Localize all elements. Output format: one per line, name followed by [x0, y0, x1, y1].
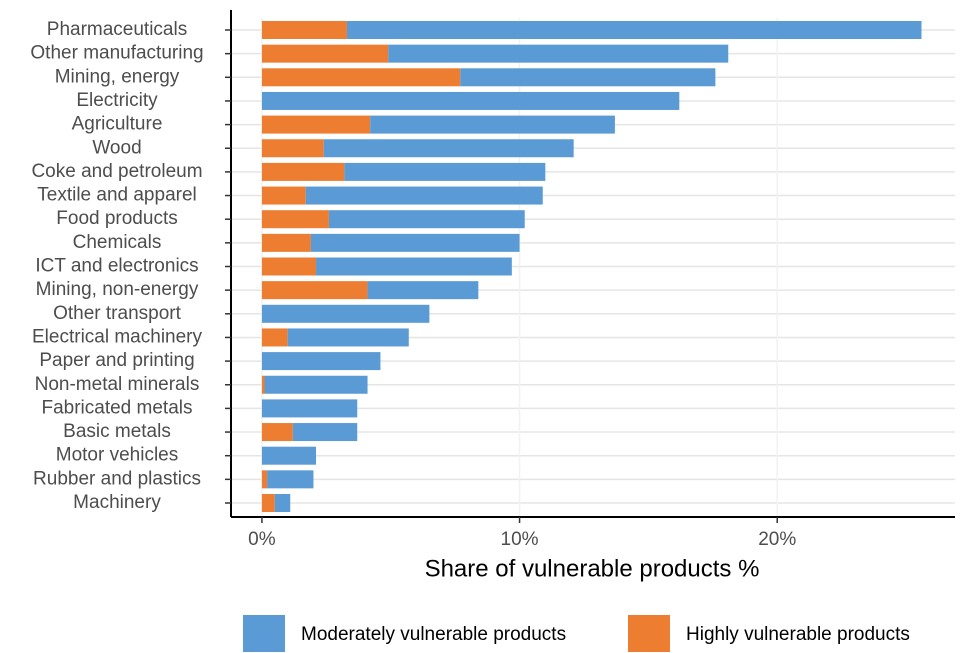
y-tick-label: Textile and apparel	[37, 185, 197, 206]
bar	[261, 446, 317, 465]
y-tick-label: Rubber and plastics	[33, 468, 201, 489]
y-tick-label: Machinery	[73, 492, 161, 513]
bar	[323, 139, 574, 158]
y-tick-label: ICT and electronics	[35, 256, 198, 277]
bar	[316, 257, 512, 276]
bar	[310, 233, 520, 252]
y-tick-label: Paper and printing	[39, 350, 194, 371]
x-tick-label: 20%	[758, 529, 796, 550]
bar	[261, 257, 317, 276]
legend-swatch	[628, 615, 670, 652]
bar	[261, 91, 680, 110]
bar	[261, 423, 293, 442]
bar	[261, 210, 329, 229]
bar	[261, 494, 275, 512]
y-tick-label: Chemicals	[73, 232, 162, 253]
bar	[460, 68, 716, 87]
y-tick-label: Electrical machinery	[32, 326, 202, 347]
y-tick-label: Pharmaceuticals	[47, 19, 187, 40]
legend-label: Highly vulnerable products	[686, 624, 910, 645]
bar	[261, 399, 358, 418]
x-tick-label: 10%	[501, 529, 539, 550]
bar	[274, 494, 291, 512]
bar	[264, 375, 368, 394]
bar	[261, 233, 311, 252]
y-tick-label: Non-metal minerals	[35, 374, 200, 395]
bar	[370, 115, 615, 134]
bar	[261, 139, 324, 158]
y-tick-label: Motor vehicles	[56, 445, 179, 466]
y-tick-label: Agriculture	[72, 114, 163, 135]
bar	[261, 186, 306, 205]
bar	[261, 304, 430, 323]
bar	[261, 281, 368, 300]
bar	[388, 44, 729, 63]
y-tick-label: Coke and petroleum	[31, 161, 202, 182]
y-tick-label: Fabricated metals	[41, 397, 192, 418]
y-tick-label: Wood	[92, 137, 141, 158]
x-axis-title: Share of vulnerable products %	[425, 555, 760, 582]
bar	[292, 423, 358, 442]
bar	[261, 68, 461, 87]
bar	[344, 162, 546, 181]
y-tick-label: Mining, energy	[55, 66, 180, 87]
bar	[261, 352, 381, 371]
bar	[267, 470, 314, 489]
y-tick-label: Food products	[56, 208, 177, 229]
bar	[261, 44, 389, 63]
bar	[261, 115, 371, 134]
bar	[328, 210, 525, 229]
legend-label: Moderately vulnerable products	[301, 624, 566, 645]
bar	[261, 375, 265, 394]
bar	[367, 281, 479, 300]
bar	[261, 21, 347, 39]
bar	[305, 186, 543, 205]
y-tick-label: Other manufacturing	[30, 43, 203, 64]
bar	[346, 21, 922, 39]
y-tick-label: Electricity	[76, 90, 158, 111]
y-tick-label: Basic metals	[63, 421, 171, 442]
legend-swatch	[243, 615, 285, 652]
x-tick-label: 0%	[248, 529, 276, 550]
y-tick-label: Mining, non-energy	[36, 279, 199, 300]
bar	[261, 162, 345, 181]
bar	[287, 328, 409, 347]
bar	[261, 470, 268, 489]
bar	[261, 328, 288, 347]
y-tick-label: Other transport	[53, 303, 181, 324]
